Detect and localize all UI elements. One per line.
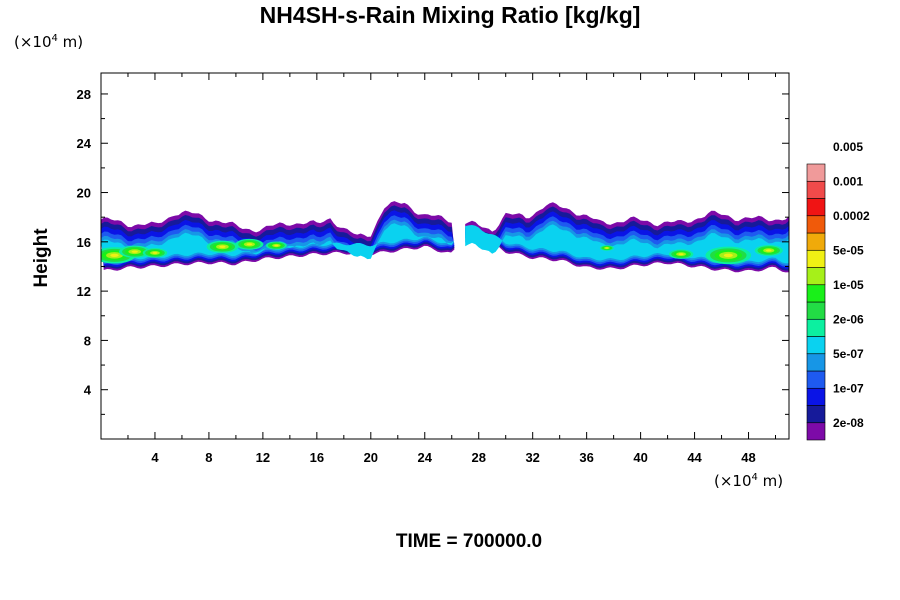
concentration-core [131, 250, 138, 253]
colorbar-label: 0.001 [833, 174, 863, 188]
colorbar-label: 2e-08 [833, 416, 864, 430]
colorbar-swatch [806, 422, 826, 441]
colorbar-swatch [806, 405, 826, 424]
x-tick-label: 20 [364, 450, 378, 465]
y-tick-label: 20 [77, 186, 91, 201]
colorbar-label: 0.0002 [833, 209, 870, 223]
colorbar-swatch [806, 353, 826, 372]
x-tick-label: 32 [525, 450, 539, 465]
x-tick-label: 36 [579, 450, 593, 465]
plot-frame [100, 72, 790, 440]
colorbar-swatch [806, 198, 826, 217]
y-tick-label: 8 [84, 333, 91, 348]
y-tick-label: 24 [77, 136, 92, 151]
colorbar: 2e-08 1e-07 5e-07 2e-06 1e-05 5e-05 0.0002 0.00… [806, 140, 870, 441]
y-axis-ticks: 4 8 12 16 20 24 28 [77, 87, 789, 415]
concentration-core [110, 253, 119, 258]
colorbar-label: 0.005 [833, 140, 863, 154]
x-tick-label: 24 [418, 450, 433, 465]
concentration-core [723, 253, 733, 258]
colorbar-label: 5e-07 [833, 347, 864, 361]
concentration-core [765, 249, 772, 252]
colorbar-label: 1e-07 [833, 381, 864, 395]
x-tick-label: 48 [741, 450, 755, 465]
colorbar-label: 5e-05 [833, 243, 864, 257]
y-scale-label: (×104 m) [14, 33, 84, 51]
x-tick-label: 12 [256, 450, 270, 465]
time-label: TIME = 700000.0 [395, 531, 543, 552]
colorbar-label: 2e-06 [833, 312, 864, 326]
y-tick-label: 16 [77, 235, 91, 250]
contour-1e-06 [101, 223, 455, 262]
concentration-core [678, 253, 684, 256]
colorbar-swatch [806, 318, 826, 337]
colorbar-swatch [806, 249, 826, 268]
colorbar-swatch [806, 284, 826, 303]
y-tick-label: 4 [84, 383, 92, 398]
y-tick-label: 12 [77, 284, 91, 299]
colorbar-swatch [806, 336, 826, 355]
colorbar-swatch [806, 232, 826, 251]
y-tick-label: 28 [77, 87, 91, 102]
x-tick-label: 44 [687, 450, 702, 465]
x-axis-ticks: 4 8 12 16 20 24 28 32 36 40 44 48 [127, 73, 777, 465]
concentration-core [152, 251, 158, 254]
x-tick-label: 4 [151, 450, 159, 465]
colorbar-swatch [806, 215, 826, 234]
concentration-core [246, 243, 253, 246]
colorbar-swatch [806, 267, 826, 286]
x-tick-label: 40 [633, 450, 647, 465]
colorbar-swatch [806, 180, 826, 199]
chart-title: NH4SH-s-Rain Mixing Ratio [kg/kg] [259, 2, 641, 28]
colorbar-swatch [806, 387, 826, 406]
x-tick-label: 8 [205, 450, 212, 465]
concentration-core [274, 244, 279, 247]
colorbar-label: 1e-05 [833, 278, 864, 292]
x-scale-label: (×104 m) [714, 472, 784, 490]
colorbar-swatch [806, 163, 826, 182]
x-tick-label: 16 [310, 450, 324, 465]
colorbar-swatch [806, 301, 826, 320]
x-tick-label: 28 [471, 450, 485, 465]
concentration-core [219, 245, 226, 248]
concentration-core [605, 247, 609, 249]
mixing-ratio-field [101, 201, 789, 273]
colorbar-swatch [806, 370, 826, 389]
